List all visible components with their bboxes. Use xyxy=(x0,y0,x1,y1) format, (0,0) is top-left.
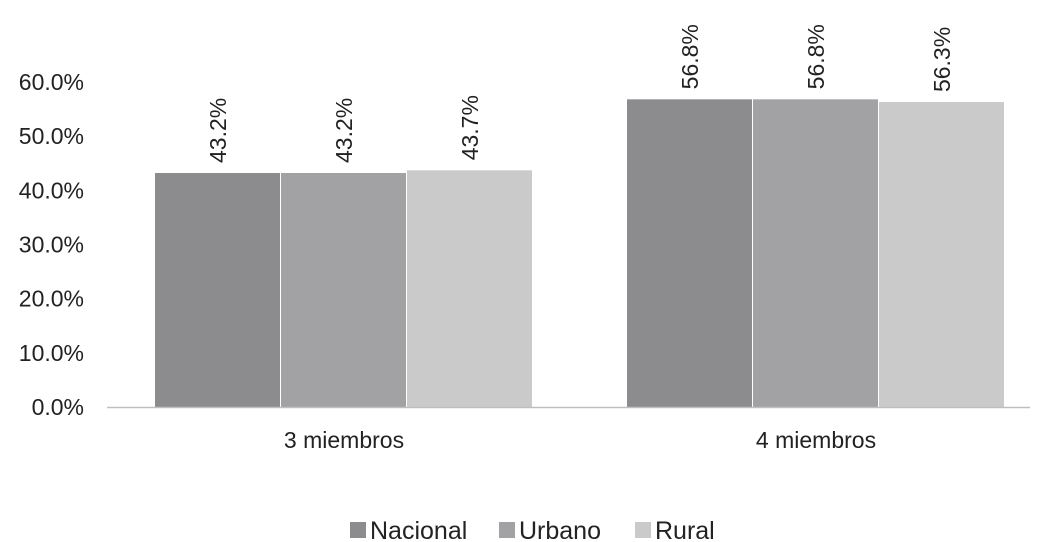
legend-label-nacional: Nacional xyxy=(370,517,467,542)
data-labels-group: 43.2% 43.2% 43.7% 56.8% 56.8% 56.3% xyxy=(205,24,955,163)
legend-swatch-nacional xyxy=(350,522,366,538)
data-label: 43.2% xyxy=(331,98,357,163)
y-tick-label: 60.0% xyxy=(19,69,84,95)
data-label: 56.3% xyxy=(929,27,955,92)
y-tick-label: 50.0% xyxy=(19,123,84,149)
y-tick-label: 0.0% xyxy=(32,394,84,420)
legend: Nacional Urbano Rural xyxy=(350,517,715,542)
bar-nacional-1 xyxy=(155,173,280,407)
data-label: 43.2% xyxy=(205,98,231,163)
bar-rural-2 xyxy=(879,102,1004,408)
data-label: 56.8% xyxy=(803,24,829,89)
bar-rural-1 xyxy=(407,170,532,407)
data-label: 56.8% xyxy=(677,24,703,89)
bar-urbano-2 xyxy=(753,99,878,407)
bar-urbano-1 xyxy=(281,173,406,407)
y-tick-label: 30.0% xyxy=(19,232,84,258)
legend-label-rural: Rural xyxy=(655,517,715,542)
legend-swatch-rural xyxy=(635,522,651,538)
category-labels: 3 miembros 4 miembros xyxy=(284,427,876,453)
y-axis-tick-labels: 0.0% 10.0% 20.0% 30.0% 40.0% 50.0% 60.0% xyxy=(19,69,84,420)
y-tick-label: 20.0% xyxy=(19,286,84,312)
category-label: 3 miembros xyxy=(284,427,404,453)
bar-nacional-2 xyxy=(627,99,752,407)
legend-label-urbano: Urbano xyxy=(519,517,601,542)
y-tick-label: 40.0% xyxy=(19,177,84,203)
bars-group xyxy=(155,99,1004,408)
y-tick-label: 10.0% xyxy=(19,340,84,366)
category-label: 4 miembros xyxy=(756,427,876,453)
legend-swatch-urbano xyxy=(499,522,515,538)
data-label: 43.7% xyxy=(457,95,483,160)
